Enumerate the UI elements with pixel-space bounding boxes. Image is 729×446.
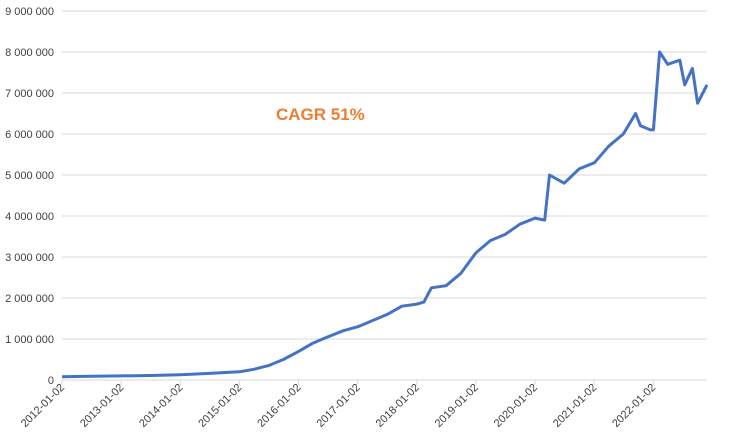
x-tick-label: 2012-01-02: [19, 382, 67, 430]
x-axis-ticks: 2012-01-02 2013-01-02 2014-01-02 2015-01-02…: [19, 380, 658, 430]
x-tick-label: 2016-01-02: [255, 382, 303, 430]
y-tick-label: 9 000 000: [5, 6, 54, 18]
series-line: [61, 50, 709, 379]
x-tick-label: 2020-01-02: [492, 382, 540, 430]
y-tick-label: 3 000 000: [5, 252, 54, 264]
y-tick-label: 1 000 000: [5, 334, 54, 346]
y-tick-label: 6 000 000: [5, 129, 54, 141]
x-tick-label: 2015-01-02: [196, 382, 244, 430]
y-tick-label: 7 000 000: [5, 88, 54, 100]
x-tick-label: 2014-01-02: [137, 382, 185, 430]
x-tick-label: 2022-01-02: [610, 382, 658, 430]
y-tick-label: 8 000 000: [5, 47, 54, 59]
x-tick-label: 2019-01-02: [433, 382, 481, 430]
cagr-annotation: CAGR 51%: [276, 105, 365, 124]
y-axis-ticks: 0 1 000 000 2 000 000 3 000 000 4 000 000 5 0…: [5, 6, 54, 387]
x-tick-label: 2017-01-02: [315, 382, 363, 430]
gridlines: [62, 10, 707, 340]
y-tick-label: 2 000 000: [5, 293, 54, 305]
y-tick-label: 0: [48, 375, 54, 387]
y-tick-label: 4 000 000: [5, 211, 54, 223]
x-tick-label: 2018-01-02: [374, 382, 422, 430]
y-tick-label: 5 000 000: [5, 170, 54, 182]
x-tick-label: 2021-01-02: [551, 382, 599, 430]
x-tick-label: 2013-01-02: [78, 382, 126, 430]
